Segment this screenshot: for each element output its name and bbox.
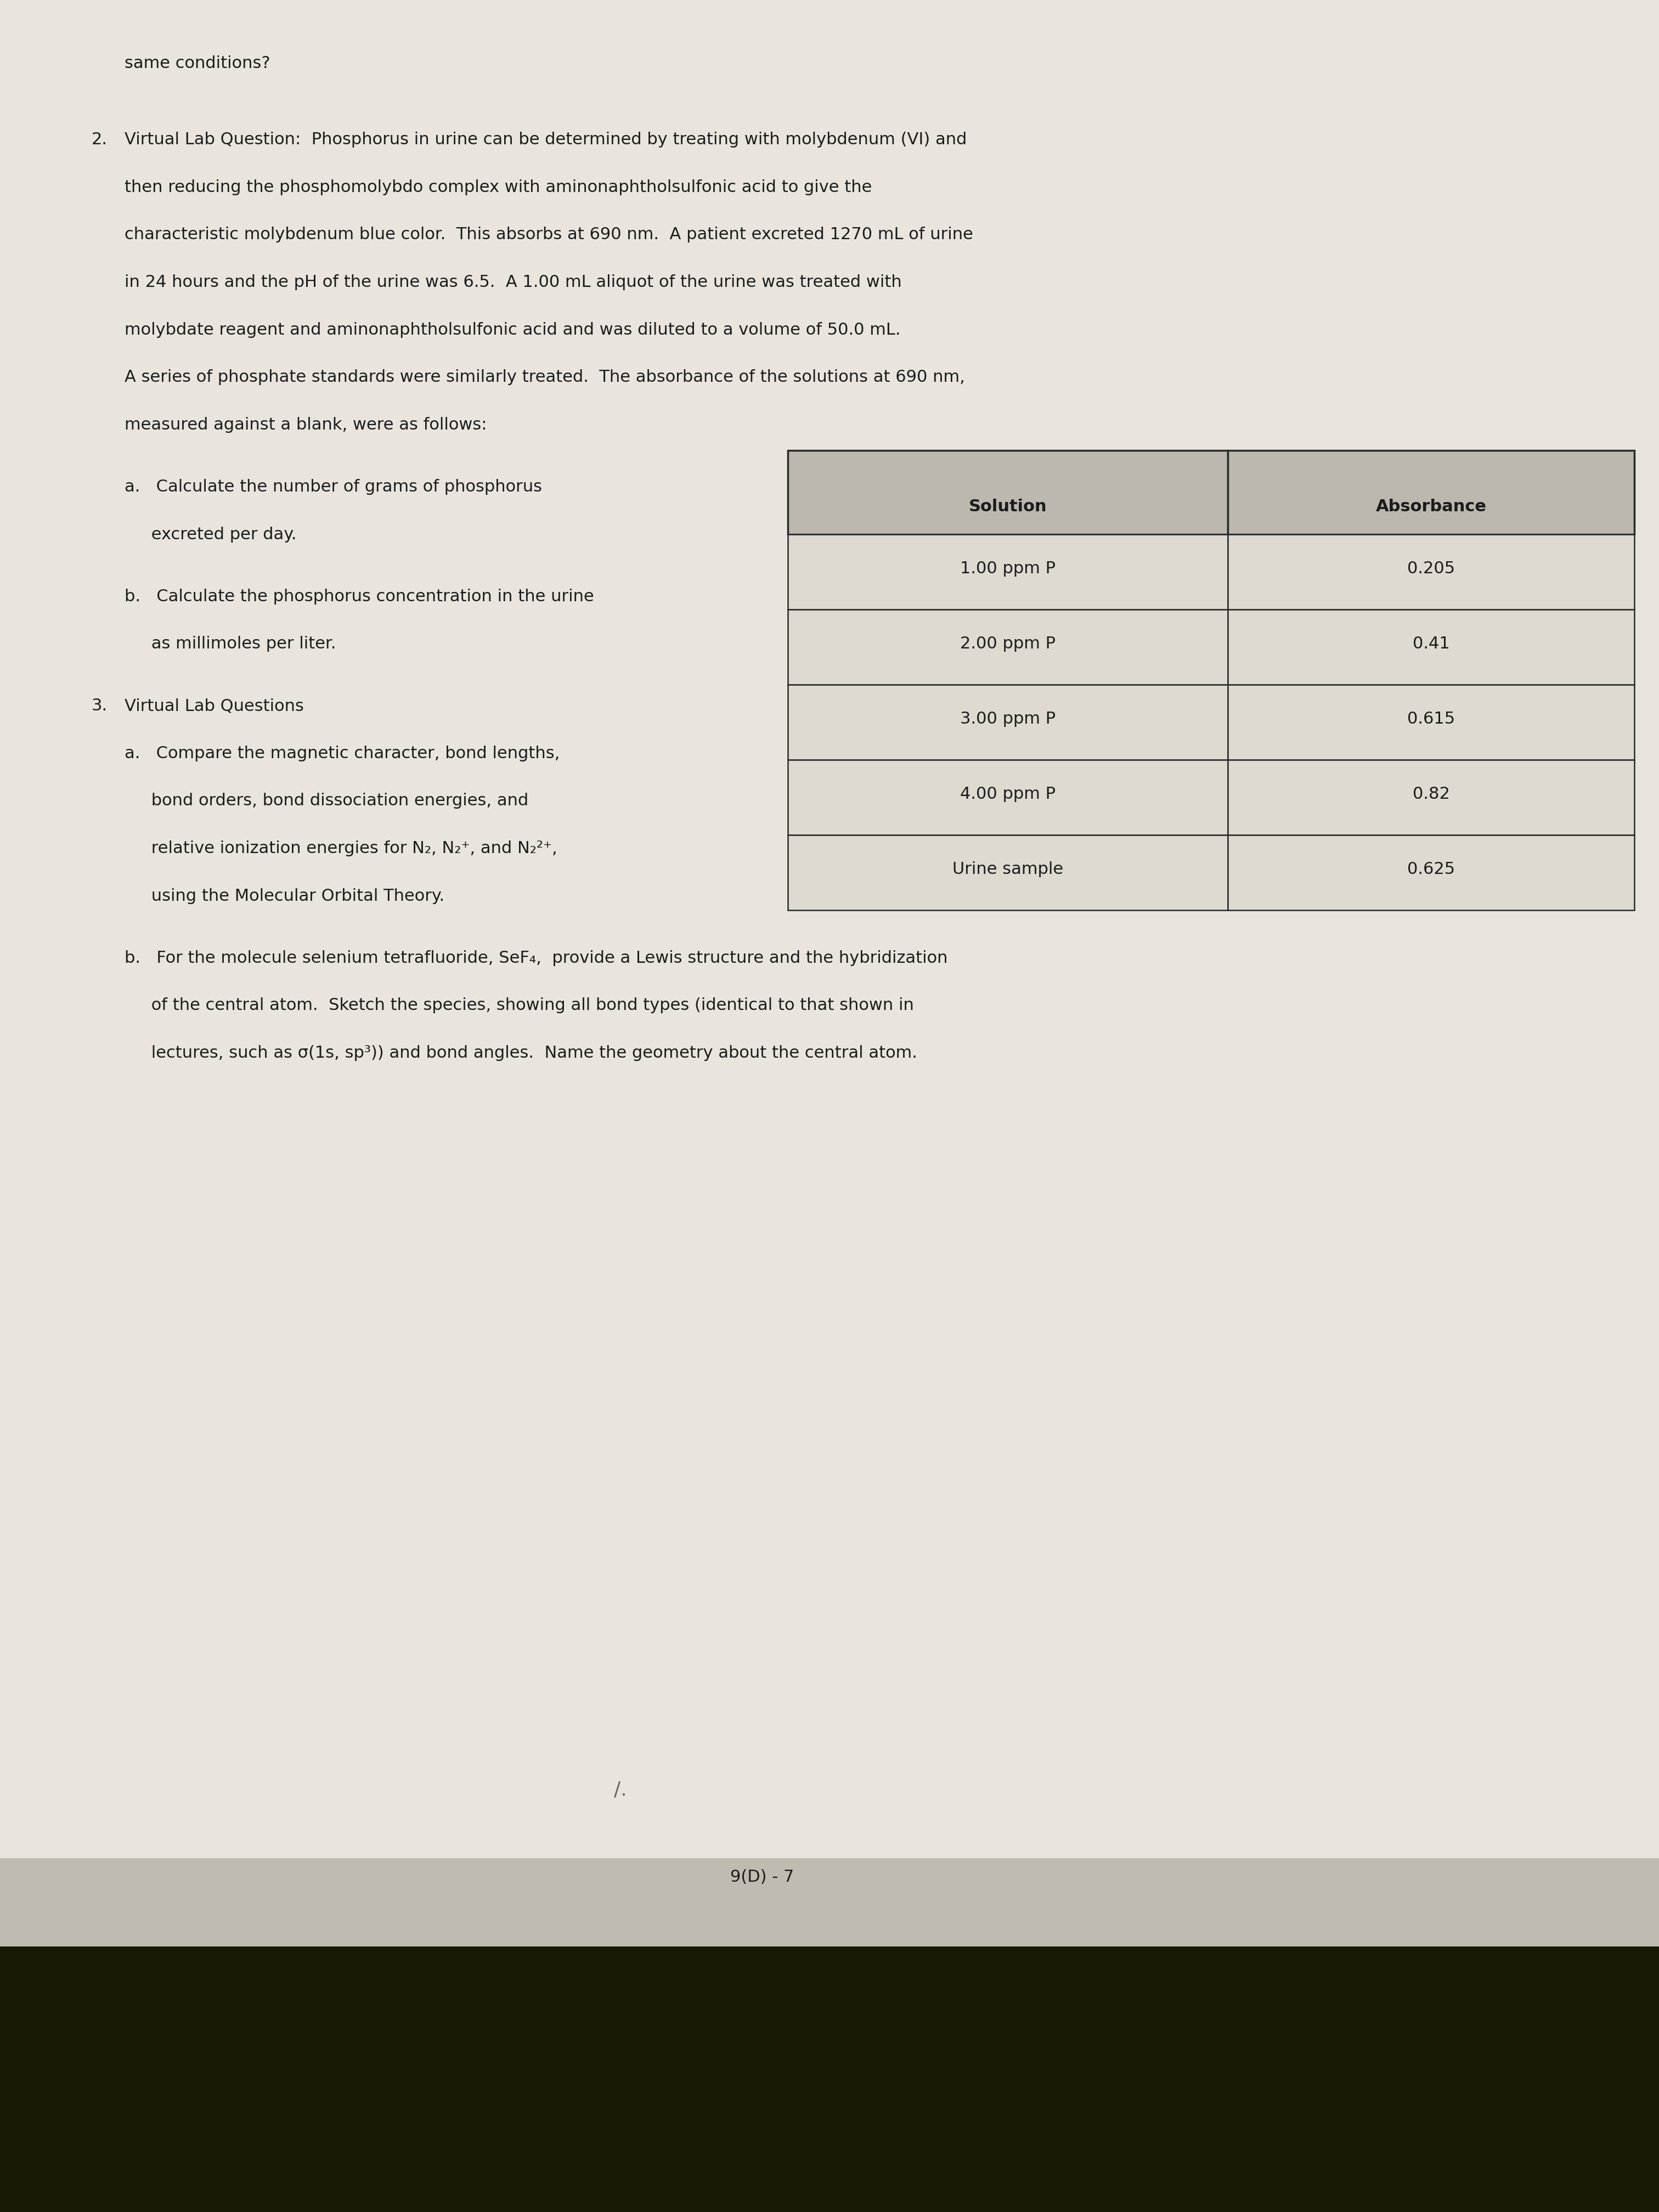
Text: 0.82: 0.82 <box>1412 785 1450 803</box>
Bar <box>788 759 1228 834</box>
Text: A series of phosphate standards were similarly treated.  The absorbance of the s: A series of phosphate standards were sim… <box>124 369 966 385</box>
Bar <box>1228 834 1634 911</box>
Text: 4.00 ppm P: 4.00 ppm P <box>961 785 1055 803</box>
Text: same conditions?: same conditions? <box>124 55 270 71</box>
Text: 2.00 ppm P: 2.00 ppm P <box>961 635 1055 653</box>
Text: 0.41: 0.41 <box>1412 635 1450 653</box>
Text: 3.00 ppm P: 3.00 ppm P <box>961 710 1055 728</box>
Text: excreted per day.: excreted per day. <box>124 526 297 542</box>
Bar <box>788 533 1228 608</box>
Text: a.   Calculate the number of grams of phosphorus: a. Calculate the number of grams of phos… <box>124 478 542 495</box>
Text: characteristic molybdenum blue color.  This absorbs at 690 nm.  A patient excret: characteristic molybdenum blue color. Th… <box>124 228 974 243</box>
Bar <box>788 684 1228 759</box>
Text: bond orders, bond dissociation energies, and: bond orders, bond dissociation energies,… <box>124 792 528 810</box>
Text: Virtual Lab Question:  Phosphorus in urine can be determined by treating with mo: Virtual Lab Question: Phosphorus in urin… <box>124 133 967 148</box>
Bar <box>788 449 1228 533</box>
Text: 3.: 3. <box>91 697 108 714</box>
Text: 2.: 2. <box>91 133 108 148</box>
Text: using the Molecular Orbital Theory.: using the Molecular Orbital Theory. <box>124 887 445 905</box>
Text: /.: /. <box>614 1781 627 1798</box>
Bar <box>1228 608 1634 684</box>
Bar <box>0 1858 1659 1947</box>
Text: molybdate reagent and aminonaphtholsulfonic acid and was diluted to a volume of : molybdate reagent and aminonaphtholsulfo… <box>124 321 901 338</box>
Text: of the central atom.  Sketch the species, showing all bond types (identical to t: of the central atom. Sketch the species,… <box>124 998 914 1013</box>
Bar <box>1228 533 1634 608</box>
Bar <box>0 1947 1659 2212</box>
Text: 0.205: 0.205 <box>1407 560 1455 577</box>
Bar <box>1228 684 1634 759</box>
Text: 0.615: 0.615 <box>1407 710 1455 728</box>
Bar <box>1228 449 1634 533</box>
Text: as millimoles per liter.: as millimoles per liter. <box>124 635 335 653</box>
Text: then reducing the phosphomolybdo complex with aminonaphtholsulfonic acid to give: then reducing the phosphomolybdo complex… <box>124 179 873 195</box>
Text: b.   Calculate the phosphorus concentration in the urine: b. Calculate the phosphorus concentratio… <box>124 588 594 604</box>
Text: Absorbance: Absorbance <box>1375 498 1486 515</box>
Bar <box>788 834 1228 911</box>
Text: b.   For the molecule selenium tetrafluoride, SeF₄,  provide a Lewis structure a: b. For the molecule selenium tetrafluori… <box>124 949 947 967</box>
FancyBboxPatch shape <box>0 0 1659 1947</box>
Text: in 24 hours and the pH of the urine was 6.5.  A 1.00 mL aliquot of the urine was: in 24 hours and the pH of the urine was … <box>124 274 902 290</box>
Text: Urine sample: Urine sample <box>952 860 1063 878</box>
Bar <box>788 608 1228 684</box>
Bar <box>1228 759 1634 834</box>
Text: 0.625: 0.625 <box>1407 860 1455 878</box>
Text: measured against a blank, were as follows:: measured against a blank, were as follow… <box>124 416 486 434</box>
Text: Virtual Lab Questions: Virtual Lab Questions <box>124 697 304 714</box>
Text: 9(D) - 7: 9(D) - 7 <box>730 1869 793 1885</box>
Text: Solution: Solution <box>969 498 1047 515</box>
Text: 1.00 ppm P: 1.00 ppm P <box>961 560 1055 577</box>
Text: a.   Compare the magnetic character, bond lengths,: a. Compare the magnetic character, bond … <box>124 745 559 761</box>
Text: lectures, such as σ(1s, sp³)) and bond angles.  Name the geometry about the cent: lectures, such as σ(1s, sp³)) and bond a… <box>124 1044 917 1062</box>
Text: relative ionization energies for N₂, N₂⁺, and N₂²⁺,: relative ionization energies for N₂, N₂⁺… <box>124 841 557 856</box>
